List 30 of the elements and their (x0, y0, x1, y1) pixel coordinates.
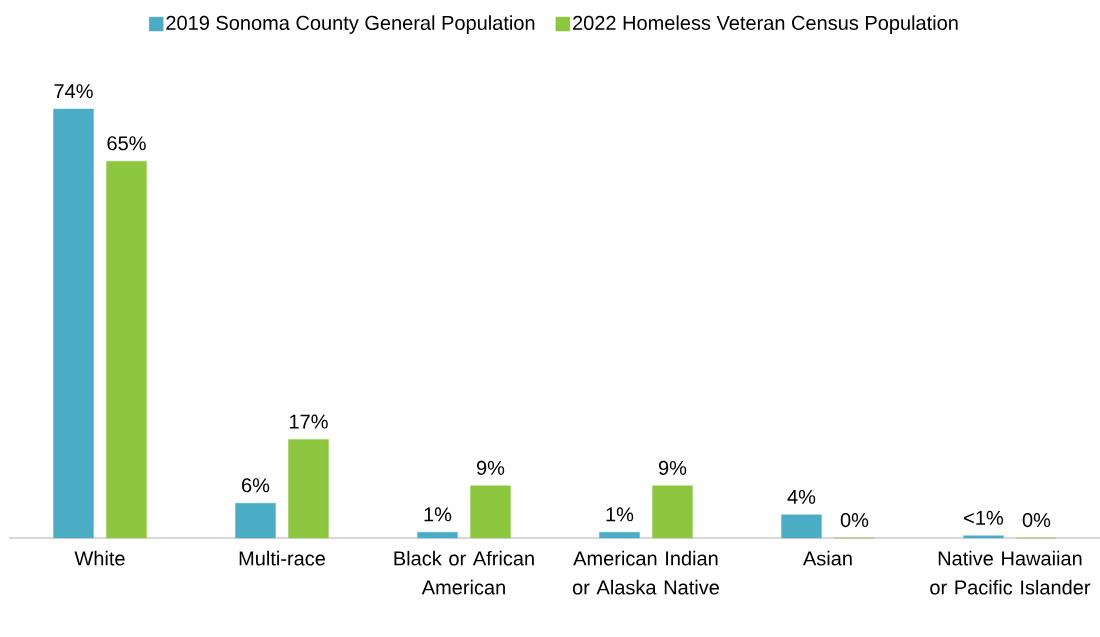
x-tick-label: American Indian or Alaska Native (572, 550, 719, 595)
data-label: 0% (1022, 512, 1051, 528)
bar (963, 535, 1004, 539)
data-label: 9% (476, 460, 505, 475)
data-label: 74% (54, 84, 93, 99)
data-label: 65% (107, 136, 146, 151)
data-label: 4% (787, 489, 816, 504)
bar (288, 439, 329, 539)
data-label: 6% (242, 478, 270, 493)
x-tick-label: Multi-race (239, 550, 325, 566)
bar (417, 532, 458, 539)
data-label: 9% (658, 460, 687, 475)
data-label: 1% (424, 507, 452, 522)
data-label: 0% (840, 512, 869, 528)
data-label: 1% (606, 507, 634, 522)
x-tick-label: Asian (802, 550, 852, 566)
data-label: 17% (290, 414, 328, 429)
data-label: <1% (964, 510, 1004, 525)
bar (235, 503, 276, 539)
bar (652, 485, 693, 539)
legend-label: 2019 Sonoma County General Population (166, 15, 535, 34)
bar (53, 108, 94, 539)
bar (106, 161, 147, 539)
bar (470, 485, 511, 539)
bar (599, 532, 640, 539)
x-tick-label: White (74, 550, 125, 566)
bar (781, 514, 822, 539)
x-tick-label: Black or African American (394, 550, 534, 595)
legend-label: 2022 Homeless Veteran Census Population (573, 15, 958, 34)
x-tick-label: Native Hawaiian or Pacific Islander (930, 550, 1091, 595)
